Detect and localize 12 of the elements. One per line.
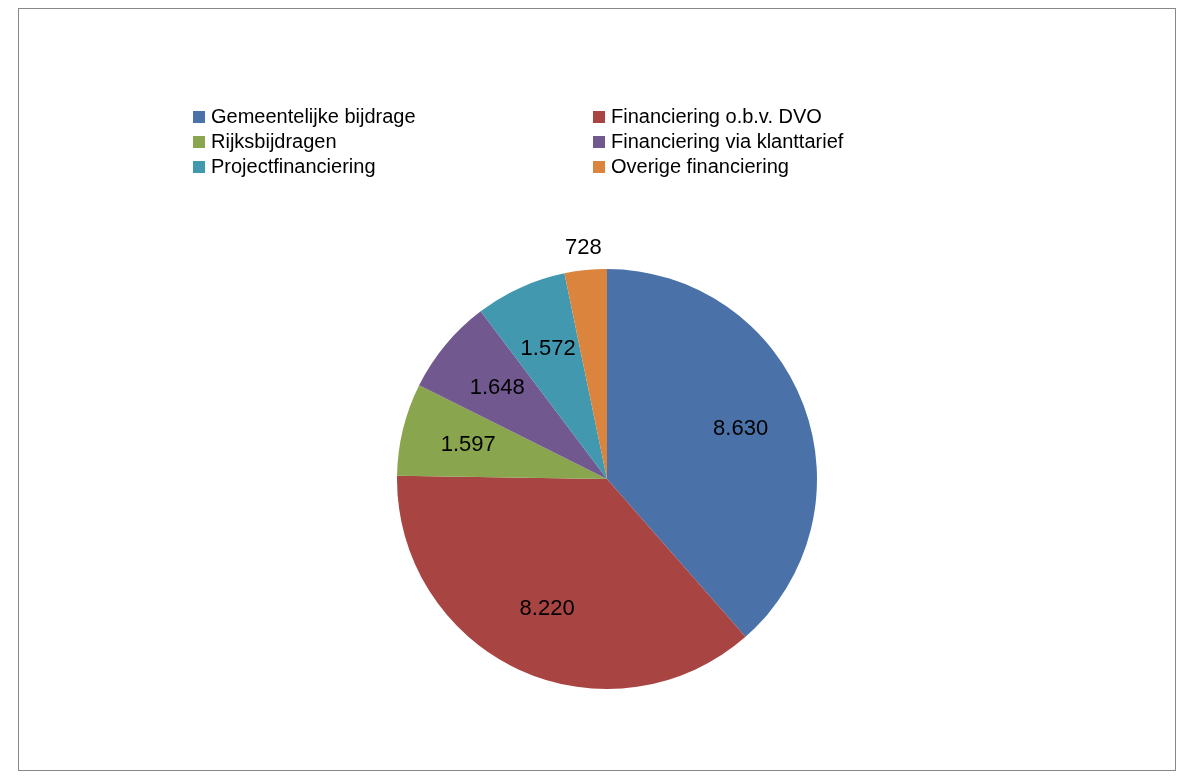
data-label: 728	[564, 234, 602, 260]
data-label: 8.630	[713, 414, 769, 440]
data-label: 1.572	[520, 334, 576, 360]
legend-label: Rijksbijdragen	[211, 130, 337, 153]
legend-label: Overige financiering	[611, 155, 789, 178]
data-label: 1.648	[469, 373, 525, 399]
legend-label: Financiering o.b.v. DVO	[611, 105, 822, 128]
data-label: 8.220	[519, 594, 575, 620]
legend-label: Projectfinanciering	[211, 155, 376, 178]
legend-label: Financiering via klanttarief	[611, 130, 844, 153]
data-label: 1.597	[440, 431, 496, 457]
legend-label: Gemeentelijke bijdrage	[211, 105, 416, 128]
